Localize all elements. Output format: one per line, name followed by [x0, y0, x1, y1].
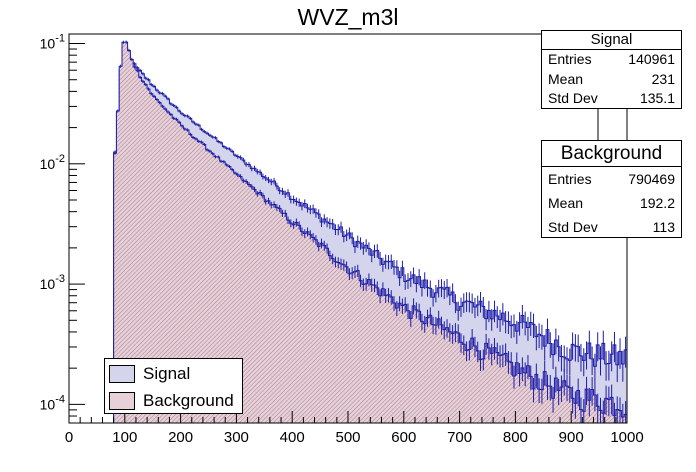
background-hatch [113, 42, 627, 424]
x-tick-label: 0 [65, 429, 73, 446]
stats-label: Entries [548, 51, 592, 67]
y-tick-label: 10-4 [40, 393, 65, 412]
stats-value: 192.2 [639, 195, 675, 211]
stats-value: 790469 [628, 171, 675, 187]
legend-entry-background: Background [109, 391, 234, 411]
series-background [113, 40, 628, 424]
y-tick-label: 10-2 [40, 153, 65, 172]
stats-label: Mean [548, 70, 584, 87]
signal-stats-row: Mean 231 [542, 70, 681, 90]
x-tick-label: 200 [168, 429, 193, 446]
x-tick-label: 500 [335, 429, 360, 446]
stats-value: 140961 [628, 51, 675, 67]
stats-label: Entries [548, 171, 592, 187]
legend-label-signal: Signal [143, 364, 191, 383]
legend-swatch-signal [109, 365, 135, 383]
background-stats-title: Background [542, 141, 681, 167]
x-tick-label: 800 [503, 429, 528, 446]
signal-stats-box: Signal Entries 140961 Mean 231 Std Dev 1… [541, 30, 682, 109]
chart-title: WVZ_m3l [297, 4, 399, 30]
stats-label: Std Dev [548, 90, 598, 106]
legend-swatch-background [109, 392, 135, 410]
legend-label-background: Background [143, 391, 234, 410]
x-tick-label: 100 [112, 429, 137, 446]
legend-entry-signal: Signal [109, 364, 190, 384]
stats-label: Mean [548, 195, 584, 211]
signal-stats-row: Entries 140961 [542, 50, 681, 70]
x-tick-label: 400 [280, 429, 305, 446]
stats-value: 231 [651, 70, 675, 87]
background-stats-row: Entries 790469 [542, 167, 681, 191]
signal-stats-row: Std Dev 135.1 [542, 89, 681, 109]
x-tick-label: 600 [391, 429, 416, 446]
y-tick-label: 10-3 [40, 273, 65, 292]
x-tick-label: 1000 [610, 429, 643, 446]
stats-label: Std Dev [548, 219, 598, 235]
background-stats-row: Mean 192.2 [542, 191, 681, 215]
stats-value: 135.1 [639, 90, 675, 106]
x-tick-label: 300 [224, 429, 249, 446]
background-stats-row: Std Dev 113 [542, 215, 681, 239]
legend: Signal Background [104, 358, 243, 414]
y-tick-label: 10-1 [40, 33, 65, 52]
stats-value: 113 [652, 219, 675, 235]
x-tick-label: 900 [559, 429, 584, 446]
background-stats-box: Background Entries 790469 Mean 192.2 Std… [541, 140, 682, 238]
x-tick-label: 700 [447, 429, 472, 446]
signal-stats-title: Signal [542, 31, 681, 50]
